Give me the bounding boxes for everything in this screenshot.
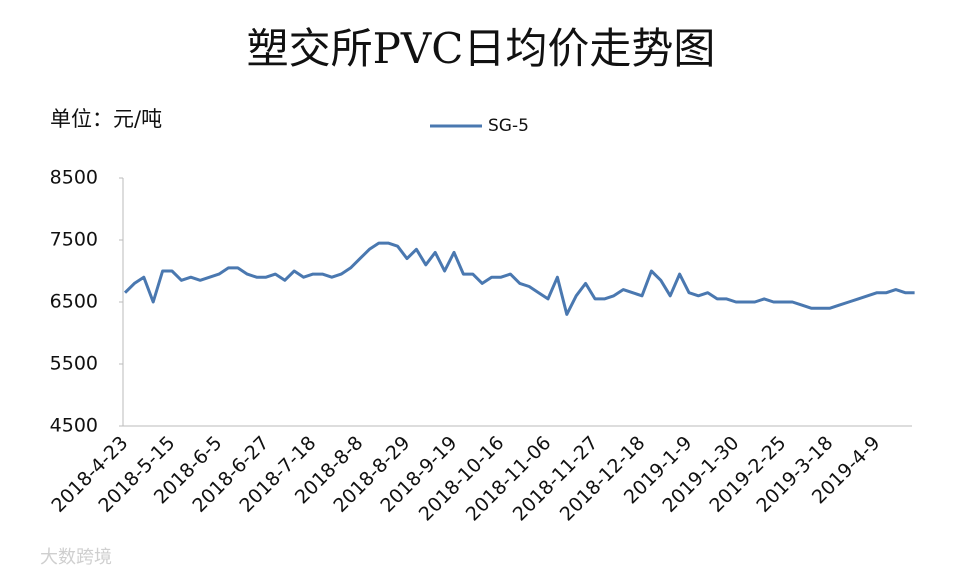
- y-tick-label: 4500: [50, 415, 98, 437]
- y-tick-label: 7500: [50, 229, 98, 251]
- unit-label: 单位：元/吨: [50, 107, 162, 131]
- chart-title: 塑交所PVC日均价走势图: [247, 24, 716, 73]
- watermark: 大数跨境: [40, 547, 112, 568]
- data-line: [123, 241, 915, 316]
- legend-label: SG-5: [488, 116, 529, 136]
- y-tick-label: 6500: [50, 291, 98, 313]
- y-tick-label: 8500: [50, 167, 98, 189]
- y-tick-label: 5500: [50, 353, 98, 375]
